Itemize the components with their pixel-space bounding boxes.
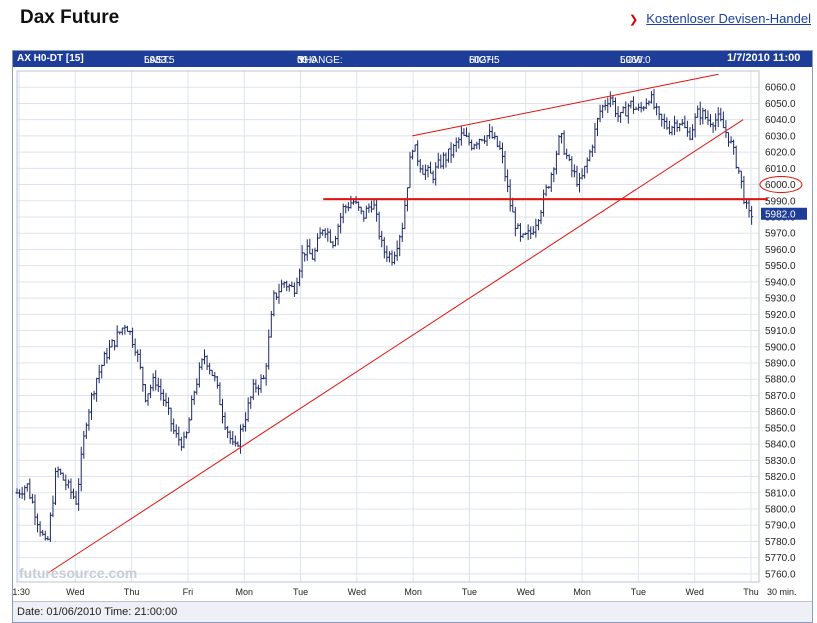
quote-datetime: 1/7/2010 11:00 [727, 52, 801, 64]
change-value: 53.0 [297, 55, 317, 66]
promo-link[interactable]: ❯ Kostenloser Devisen-Handel [629, 11, 811, 26]
low-label: LOW: [620, 55, 646, 66]
y-tick-label: 5860.0 [765, 407, 796, 418]
x-tick-label: Mon [404, 587, 422, 597]
y-tick-label: 5930.0 [765, 294, 796, 305]
last-price-badge [761, 207, 807, 220]
watermark-logo: futuresource.com [19, 565, 137, 581]
trendline-resistance [412, 73, 719, 137]
x-tick-label: Tue [293, 587, 308, 597]
interval-label: 30 min. [767, 587, 797, 597]
chart-labels: 5982.0 futuresource.com [19, 176, 807, 581]
y-tick-label: 6060.0 [765, 83, 796, 94]
x-tick-label: 11:30 [13, 587, 30, 597]
y-tick-label: 5890.0 [765, 359, 796, 370]
last-price-label: 5982.0 [765, 209, 796, 220]
plot-border [16, 70, 760, 583]
y-tick-label: 6030.0 [765, 131, 796, 142]
x-tick-label: Fri [183, 587, 194, 597]
change-label: CHANGE: [297, 55, 343, 66]
y-tick-label: 5780.0 [765, 537, 796, 548]
symbol: AX H0-DT [15] [17, 53, 84, 64]
high-value: 6027.5 [469, 55, 500, 66]
y-tick-label: 5940.0 [765, 277, 796, 288]
quote-header: AX H0-DT [15] LAST: 5983.5 CHANGE: ▼ 53.… [13, 51, 812, 67]
x-tick-label: Wed [348, 587, 366, 597]
high-label: HIGH: [469, 55, 497, 66]
x-tick-label: Tue [631, 587, 646, 597]
status-bar: Date: 01/06/2010 Time: 21:00:00 [13, 601, 812, 622]
y-tick-label: 5810.0 [765, 488, 796, 499]
chart-frame: AX H0-DT [15] LAST: 5983.5 CHANGE: ▼ 53.… [12, 50, 813, 623]
low-value: 5966.0 [620, 55, 651, 66]
y-tick-label: 5990.0 [765, 196, 796, 207]
x-tick-label: Thu [124, 587, 140, 597]
y-tick-label: 5800.0 [765, 505, 796, 516]
chart-grid [17, 71, 759, 582]
y-tick-label: 6000.0 [765, 180, 796, 191]
y-tick-label: 6050.0 [765, 99, 796, 110]
y-tick-label: 6040.0 [765, 115, 796, 126]
y-tick-label: 5850.0 [765, 423, 796, 434]
y-tick-label: 5870.0 [765, 391, 796, 402]
last-value: 5983.5 [144, 55, 175, 66]
y-tick-label: 5770.0 [765, 553, 796, 564]
promo-link-label[interactable]: Kostenloser Devisen-Handel [646, 11, 811, 26]
x-tick-label: Wed [686, 587, 704, 597]
y-tick-label: 5900.0 [765, 342, 796, 353]
last-label: LAST: [144, 55, 171, 66]
circled-level-marker [759, 176, 803, 194]
x-tick-label: Wed [517, 587, 535, 597]
y-tick-label: 5880.0 [765, 375, 796, 386]
price-chart: 5760.0 5770.0 5780.0 5790.0 5800.0 5810.0 5820… [13, 70, 807, 597]
page-title: Dax Future [20, 7, 120, 28]
chart-axes: 5760.0 5770.0 5780.0 5790.0 5800.0 5810.0 5820… [13, 70, 797, 597]
chevron-right-icon: ❯ [629, 14, 639, 26]
y-tick-label: 5970.0 [765, 229, 796, 240]
down-arrow-icon: ▼ [297, 55, 307, 66]
x-tick-label: Thu [743, 587, 759, 597]
y-tick-label: 6010.0 [765, 164, 796, 175]
status-datetime: Date: 01/06/2010 Time: 21:00:00 [17, 606, 178, 618]
y-tick-label: 5910.0 [765, 326, 796, 337]
y-tick-label: 5920.0 [765, 310, 796, 321]
y-tick-label: 5960.0 [765, 245, 796, 256]
y-tick-label: 5820.0 [765, 472, 796, 483]
y-tick-label: 5790.0 [765, 521, 796, 532]
x-tick-label: Mon [573, 587, 591, 597]
trendline-support [46, 119, 744, 575]
y-tick-label: 6020.0 [765, 148, 796, 159]
y-tick-label: 5830.0 [765, 456, 796, 467]
y-tick-label: 5760.0 [765, 569, 796, 580]
trendlines [46, 73, 768, 575]
price-bars [15, 88, 754, 543]
x-tick-label: Tue [462, 587, 477, 597]
x-tick-label: Mon [235, 587, 253, 597]
x-tick-label: Wed [66, 587, 84, 597]
y-tick-label: 5950.0 [765, 261, 796, 272]
y-tick-label: 5840.0 [765, 440, 796, 451]
